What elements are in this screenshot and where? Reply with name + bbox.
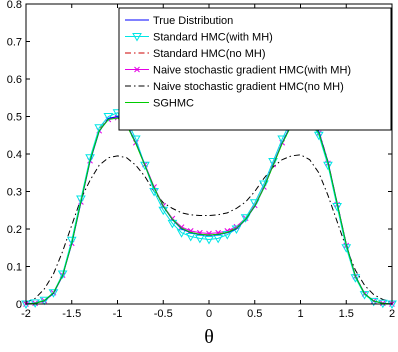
legend-label: SGHMC (153, 98, 194, 110)
legend: True Distribution Standard HMC(with MH) St… (118, 7, 392, 131)
x-tick-label: 0 (206, 308, 212, 320)
series-marker-1 (204, 236, 214, 245)
y-tick-label: 0.8 (7, 0, 22, 11)
legend-entry: True Distribution (125, 15, 233, 27)
x-tick-label: 2 (389, 308, 395, 320)
series-marker-1 (176, 229, 187, 238)
series-marker-1 (222, 231, 233, 240)
series-marker-1 (66, 236, 77, 246)
legend-label: Naive stochastic gradient HMC(no MH) (153, 81, 344, 93)
y-tick-label: 0 (16, 299, 22, 311)
y-tick-label: 0.6 (7, 74, 22, 86)
series-marker-1 (103, 113, 114, 122)
y-tick-label: 0.4 (7, 149, 22, 161)
y-tick-label: 0.2 (7, 224, 22, 236)
series-marker-1 (185, 233, 196, 242)
legend-entry: Naive stochastic gradient HMC(with MH) (125, 65, 351, 77)
y-tick-label: 0.5 (7, 112, 22, 124)
legend-marker (132, 33, 142, 42)
x-tick-label: -2 (21, 308, 31, 320)
legend-entry: Standard HMC(no MH) (125, 48, 265, 60)
series-line-5 (25, 117, 393, 305)
series-marker-1 (85, 154, 95, 163)
y-tick-label: 0.7 (7, 37, 22, 49)
legend-marker (134, 66, 140, 73)
y-tick-label: 0.3 (7, 187, 22, 199)
series-marker-1 (194, 234, 205, 244)
series-marker-1 (140, 161, 150, 171)
series-marker-3 (233, 223, 240, 230)
legend-box (118, 7, 392, 131)
series-marker-1 (48, 289, 59, 298)
legend-label: Standard HMC(no MH) (153, 48, 265, 60)
x-tick-label: 1.5 (339, 308, 354, 320)
legend-entry: SGHMC (125, 98, 194, 110)
series-marker-1 (213, 234, 224, 244)
series-marker-1 (240, 214, 251, 223)
series-marker-1 (167, 219, 178, 229)
x-tick-label: -1 (113, 308, 123, 320)
legend-label: Standard HMC(with MH) (153, 32, 273, 44)
legend-label: True Distribution (153, 15, 233, 27)
series-marker-1 (57, 270, 68, 280)
x-tick-label: 0.5 (247, 308, 262, 320)
x-axis-label: θ (204, 326, 214, 348)
ticks-layer: -2 -1.5 -1 -0.5 0 0.5 1 1.5 2 0 0.1 0.2 0.3 0.4 0.5 0.6… (7, 0, 395, 320)
series-marker-1 (76, 195, 86, 205)
series-marker-1 (259, 180, 269, 190)
legend-entry: Naive stochastic gradient HMC(no MH) (125, 81, 344, 93)
series-line-1 (25, 112, 393, 305)
y-tick-label: 0.1 (7, 262, 22, 274)
series-5 (25, 117, 393, 305)
legend-entry: Standard HMC(with MH) (125, 32, 273, 44)
x-tick-label: -1.5 (62, 308, 81, 320)
x-tick-label: -0.5 (154, 308, 173, 320)
x-tick-label: 1 (297, 308, 303, 320)
legend-label: Naive stochastic gradient HMC(with MH) (153, 65, 351, 77)
